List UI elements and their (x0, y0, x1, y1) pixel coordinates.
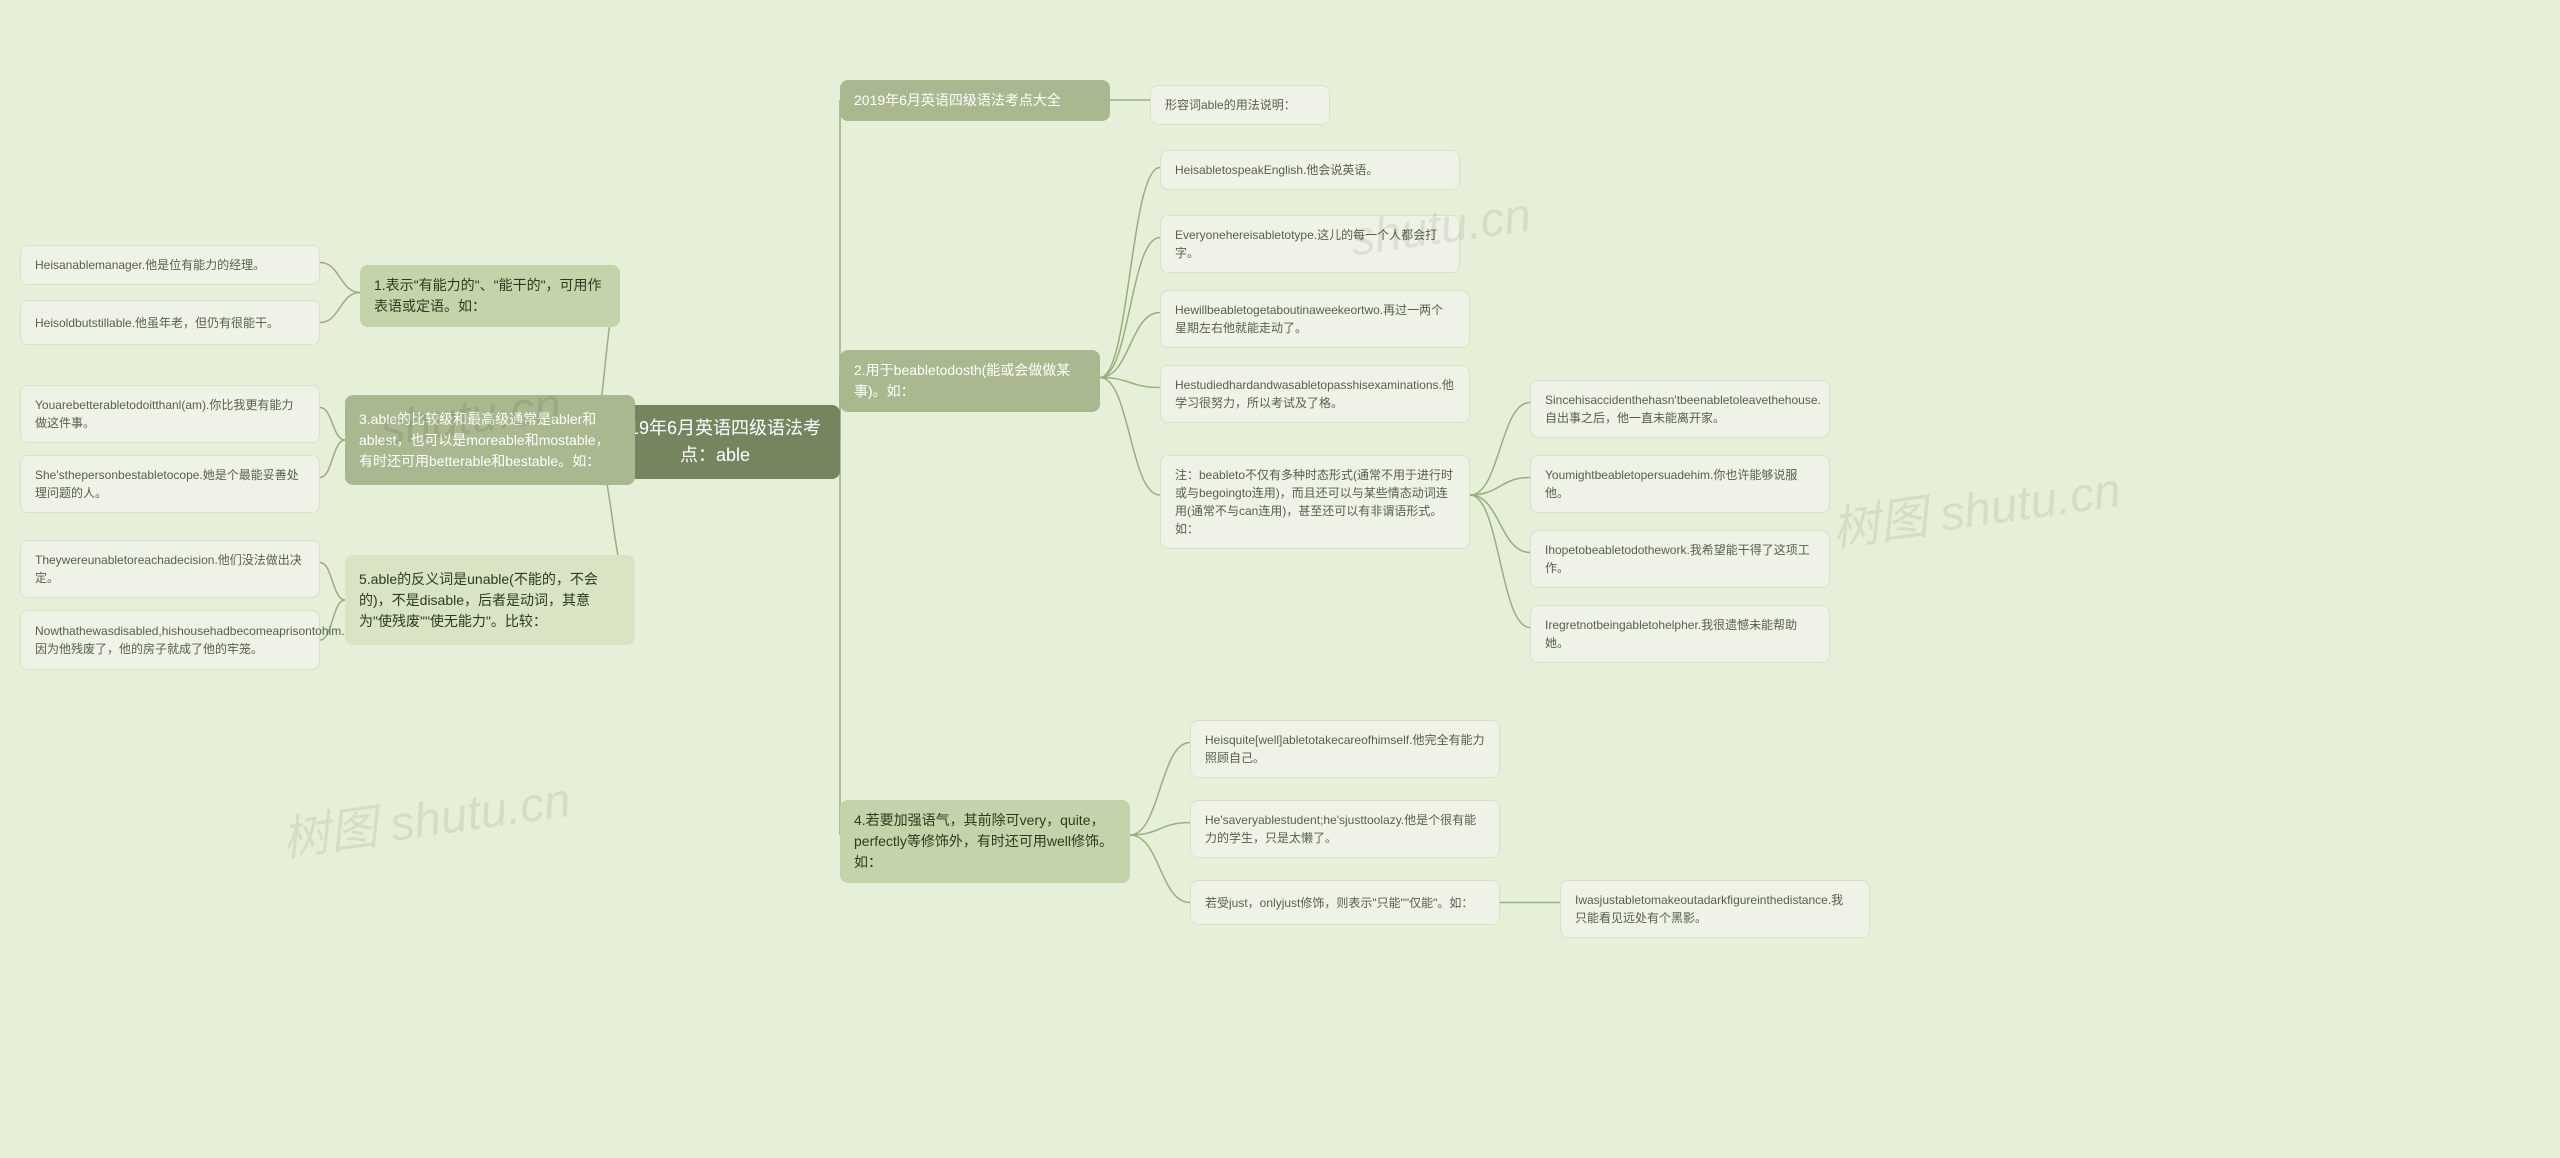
mindmap-node: Iwasjustabletomakeoutadarkfigureinthedis… (1560, 880, 1870, 938)
mindmap-edge (1470, 495, 1530, 553)
mindmap-node: Hestudiedhardandwasabletopasshisexaminat… (1160, 365, 1470, 423)
mindmap-edge (1130, 823, 1190, 836)
mindmap-node: 4.若要加强语气，其前除可very，quite，perfectly等修饰外，有时… (840, 800, 1130, 883)
mindmap-node: Heisanablemanager.他是位有能力的经理。 (20, 245, 320, 285)
mindmap-node: HeisabletospeakEnglish.他会说英语。 (1160, 150, 1460, 190)
mindmap-node: 1.表示"有能力的"、"能干的"，可用作表语或定语。如： (360, 265, 620, 327)
mindmap-node: Nowthathewasdisabled,hishousehadbecomeap… (20, 610, 320, 670)
mindmap-edge (1130, 743, 1190, 836)
mindmap-edge (1130, 835, 1190, 903)
mindmap-node: Heisquite[well]abletotakecareofhimself.他… (1190, 720, 1500, 778)
mindmap-node: Sincehisaccidenthehasn'tbeenabletoleavet… (1530, 380, 1830, 438)
mindmap-node: 2019年6月英语四级语法考点大全 (840, 80, 1110, 121)
mindmap-node: 注：beableto不仅有多种时态形式(通常不用于进行时或与begoingto连… (1160, 455, 1470, 549)
mindmap-node: 3.able的比较级和最高级通常是abler和ablest，也可以是moreab… (345, 395, 635, 485)
mindmap-node: Ihopetobeabletodothework.我希望能干得了这项工作。 (1530, 530, 1830, 588)
mindmap-edge (320, 563, 345, 601)
mindmap-edge (320, 293, 360, 323)
mindmap-edge (1100, 313, 1160, 378)
mindmap-edge (1470, 495, 1530, 628)
mindmap-edge (1100, 378, 1160, 496)
mindmap-node: Youmightbeabletopersuadehim.你也许能够说服他。 (1530, 455, 1830, 513)
mindmap-node: 若受just，onlyjust修饰，则表示"只能""仅能"。如： (1190, 880, 1500, 925)
mindmap-node: 5.able的反义词是unable(不能的，不会的)，不是disable，后者是… (345, 555, 635, 645)
mindmap-node: Youarebetterabletodoitthanl(am).你比我更有能力做… (20, 385, 320, 443)
mindmap-node: 2.用于beabletodosth(能或会做做某事)。如： (840, 350, 1100, 412)
mindmap-edge (320, 263, 360, 293)
mindmap-node: Hewillbeabletogetaboutinaweekeortwo.再过一两… (1160, 290, 1470, 348)
mindmap-node: Iregretnotbeingabletohelpher.我很遗憾未能帮助她。 (1530, 605, 1830, 663)
mindmap-edge (320, 440, 345, 478)
mindmap-node: Theywereunabletoreachadecision.他们没法做出决定。 (20, 540, 320, 598)
mindmap-node: She'sthepersonbestabletocope.她是个最能妥善处理问题… (20, 455, 320, 513)
mindmap-node: He'saveryablestudent;he'sjusttoolazy.他是个… (1190, 800, 1500, 858)
mindmap-node: Heisoldbutstillable.他虽年老，但仍有很能干。 (20, 300, 320, 345)
mindmap-node: 形容词able的用法说明： (1150, 85, 1330, 125)
mindmap-node: Everyonehereisabletotype.这儿的每一个人都会打字。 (1160, 215, 1460, 273)
mindmap-edge (1470, 403, 1530, 496)
mindmap-edge (1100, 238, 1160, 378)
mindmap-edge (320, 408, 345, 441)
